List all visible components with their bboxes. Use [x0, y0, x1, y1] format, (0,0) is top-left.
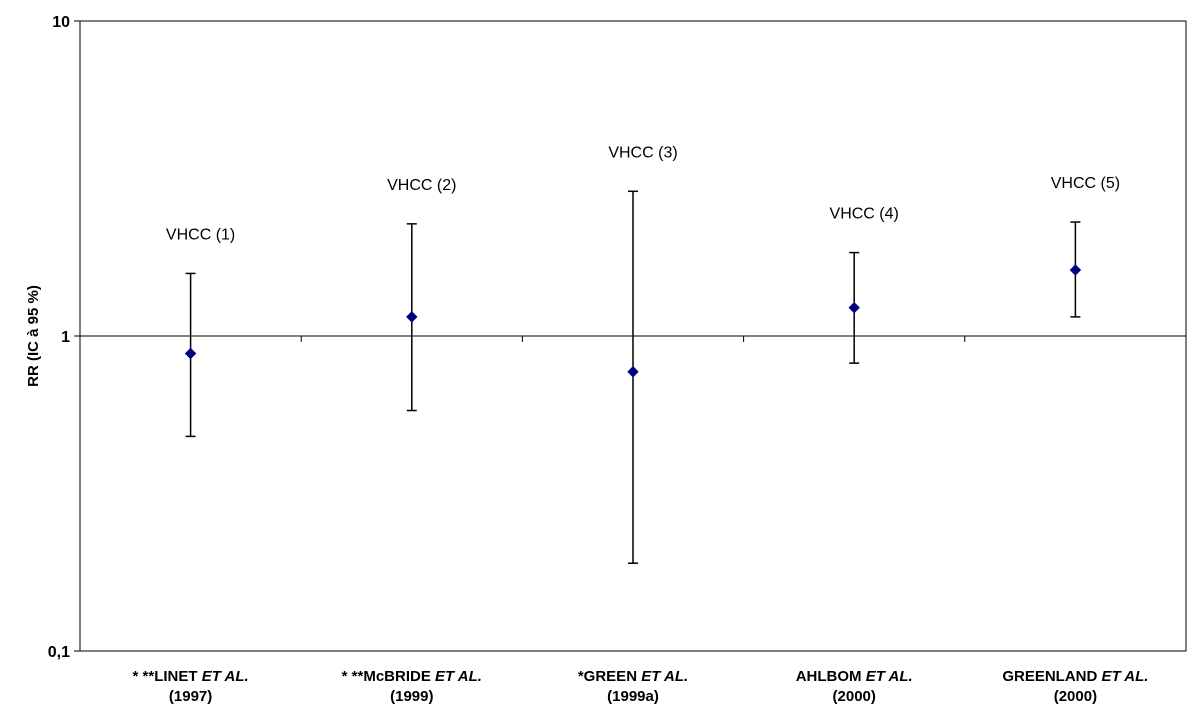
category-name: *GREEN: [578, 668, 641, 685]
y-tick-label: 10: [52, 14, 70, 31]
point-annotation: VHCC (1): [166, 226, 235, 243]
point-annotation: VHCC (4): [830, 206, 899, 223]
category-et-al: ET AL.: [202, 668, 249, 685]
category-et-al: ET AL.: [435, 668, 482, 685]
point-annotation: VHCC (3): [608, 144, 677, 161]
category-name: * **McBRIDE: [342, 668, 435, 685]
x-category-year: (1999): [390, 688, 433, 705]
y-tick-label: 0,1: [48, 644, 70, 661]
point-marker: [406, 311, 418, 323]
x-category-year: (2000): [833, 688, 876, 705]
y-axis-title: RR (IC à 95 %): [25, 285, 42, 387]
point-marker: [184, 347, 197, 360]
point-marker: [848, 301, 860, 314]
point-annotation: VHCC (2): [387, 177, 456, 194]
category-et-al: ET AL.: [641, 668, 688, 685]
labels: 0,1 1 10 VHCC (1) VHCC (2) VHCC (3) VHCC (4) VH…: [48, 14, 1149, 705]
x-category-year: (2000): [1054, 688, 1097, 705]
marks: [184, 190, 1082, 564]
axes: [74, 20, 1187, 652]
category-name: GREENLAND: [1002, 668, 1101, 685]
point-annotation: VHCC (5): [1051, 175, 1120, 192]
x-category-label: AHLBOM ET AL.: [796, 668, 913, 685]
y-tick-label: 1: [61, 329, 70, 346]
x-category-label: GREENLAND ET AL.: [1002, 668, 1148, 685]
category-et-al: ET AL.: [1102, 668, 1149, 685]
x-category-year: (1997): [169, 688, 212, 705]
point-marker: [627, 366, 639, 378]
category-name: * **LINET: [133, 668, 202, 685]
x-category-label: * **McBRIDE ET AL.: [342, 668, 482, 685]
x-category-label: * **LINET ET AL.: [133, 668, 249, 685]
point-marker: [1069, 264, 1082, 276]
x-category-label: *GREEN ET AL.: [578, 668, 688, 685]
x-category-year: (1999a): [607, 688, 659, 705]
category-et-al: ET AL.: [866, 668, 913, 685]
category-name: AHLBOM: [796, 668, 866, 685]
